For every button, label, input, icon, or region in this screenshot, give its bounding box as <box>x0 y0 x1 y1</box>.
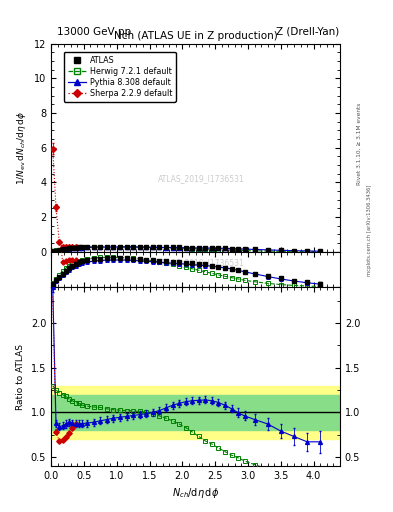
Text: ATLAS_2019_I1736531: ATLAS_2019_I1736531 <box>158 258 245 267</box>
Bar <box>51 395 340 430</box>
Title: Nch (ATLAS UE in Z production): Nch (ATLAS UE in Z production) <box>114 31 277 41</box>
Y-axis label: $1/N_{\mathrm{ev}}\,\mathrm{d}N_{ch}/\mathrm{d}\eta\,\mathrm{d}\phi$: $1/N_{\mathrm{ev}}\,\mathrm{d}N_{ch}/\ma… <box>15 111 28 185</box>
Text: ATLAS_2019_I1736531: ATLAS_2019_I1736531 <box>158 175 245 183</box>
Text: Z (Drell-Yan): Z (Drell-Yan) <box>275 27 339 37</box>
Text: Rivet 3.1.10, ≥ 3.1M events: Rivet 3.1.10, ≥ 3.1M events <box>357 102 362 184</box>
Text: mcplots.cern.ch [arXiv:1306.3436]: mcplots.cern.ch [arXiv:1306.3436] <box>367 185 372 276</box>
Y-axis label: Ratio to ATLAS: Ratio to ATLAS <box>16 344 25 410</box>
X-axis label: $N_{ch}/\mathrm{d}\eta\,\mathrm{d}\phi$: $N_{ch}/\mathrm{d}\eta\,\mathrm{d}\phi$ <box>172 486 219 500</box>
Bar <box>51 386 340 439</box>
Legend: ATLAS, Herwig 7.2.1 default, Pythia 8.308 default, Sherpa 2.2.9 default: ATLAS, Herwig 7.2.1 default, Pythia 8.30… <box>64 52 176 102</box>
Text: 13000 GeV pp: 13000 GeV pp <box>57 27 131 37</box>
